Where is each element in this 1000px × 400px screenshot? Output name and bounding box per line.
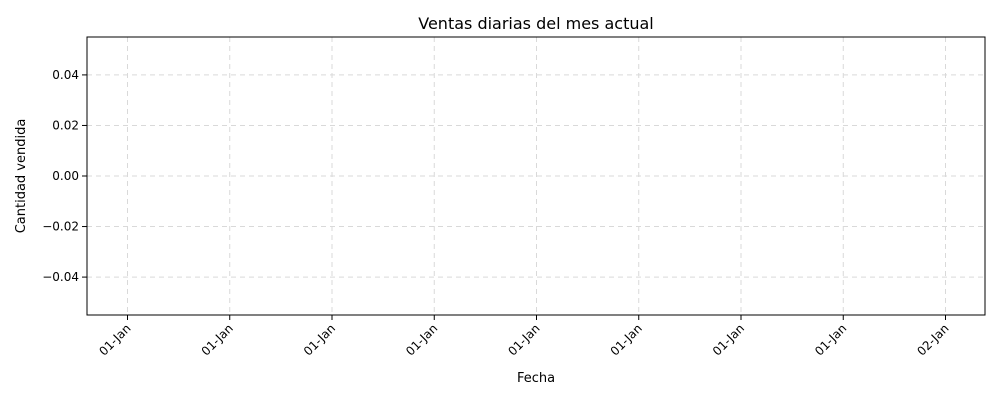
y-tick-label: 0.02 xyxy=(52,118,79,132)
x-tick-label: 01-Jan xyxy=(199,321,236,358)
x-tick-label: 01-Jan xyxy=(812,321,849,358)
chart-title: Ventas diarias del mes actual xyxy=(418,14,654,33)
x-tick-label: 02-Jan xyxy=(914,321,951,358)
x-tick-label: 01-Jan xyxy=(710,321,747,358)
x-tick-label: 01-Jan xyxy=(301,321,338,358)
x-tick-label: 01-Jan xyxy=(96,321,133,358)
y-axis-label: Cantidad vendida xyxy=(14,119,29,234)
y-tick-label: 0.04 xyxy=(52,68,79,82)
x-tick-label: 01-Jan xyxy=(608,321,645,358)
y-tick-label: 0.00 xyxy=(52,169,79,183)
x-axis-label: Fecha xyxy=(517,371,555,386)
y-tick-label: −0.04 xyxy=(42,270,79,284)
x-tick-label: 01-Jan xyxy=(403,321,440,358)
y-tick-label: −0.02 xyxy=(42,220,79,234)
x-tick-label: 01-Jan xyxy=(505,321,542,358)
grid xyxy=(87,37,985,315)
